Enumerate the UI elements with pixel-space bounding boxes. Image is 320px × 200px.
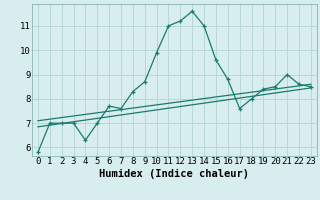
- X-axis label: Humidex (Indice chaleur): Humidex (Indice chaleur): [100, 169, 249, 179]
